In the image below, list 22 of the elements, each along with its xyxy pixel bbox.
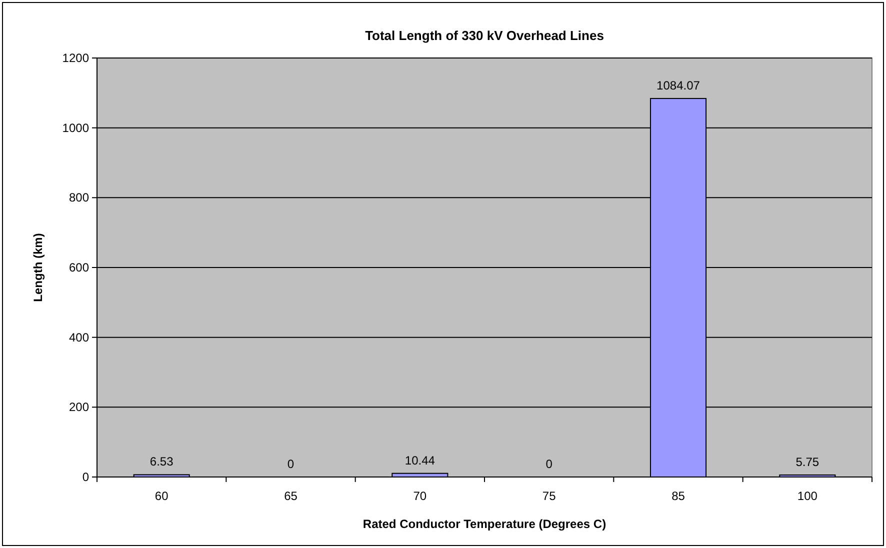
data-label: 0 bbox=[287, 457, 294, 471]
y-tick-label: 800 bbox=[68, 190, 90, 205]
x-tick-label: 100 bbox=[797, 489, 818, 503]
x-tick-label: 85 bbox=[672, 489, 686, 503]
x-tick-label: 70 bbox=[413, 489, 427, 503]
y-tick-label: 600 bbox=[68, 260, 90, 274]
y-tick-label: 200 bbox=[68, 400, 90, 414]
x-tick-label: 60 bbox=[154, 489, 169, 503]
x-axis-title: Rated Conductor Temperature (Degrees C) bbox=[362, 517, 606, 531]
data-label: 10.44 bbox=[404, 453, 436, 468]
data-label: 0 bbox=[546, 457, 553, 471]
y-tick-label: 400 bbox=[68, 330, 90, 344]
y-tick-label: 1200 bbox=[62, 51, 90, 65]
chart-title: Total Length of 330 kV Overhead Lines bbox=[365, 28, 604, 43]
data-label: 5.75 bbox=[796, 454, 820, 469]
y-tick-label: 1000 bbox=[62, 120, 90, 135]
data-label: 6.53 bbox=[150, 454, 174, 469]
x-tick-label: 65 bbox=[284, 489, 298, 503]
y-tick-label: 0 bbox=[82, 470, 90, 484]
y-axis-title: Length (km) bbox=[31, 233, 45, 302]
data-label: 1084.07 bbox=[656, 78, 700, 92]
x-tick-label: 75 bbox=[542, 489, 556, 503]
